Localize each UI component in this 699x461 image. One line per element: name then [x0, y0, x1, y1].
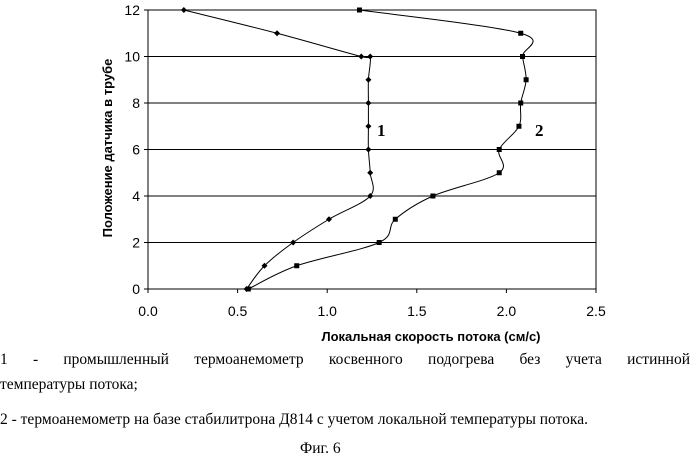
- series-1-point: [367, 169, 374, 176]
- y-tick-label: 2: [132, 235, 140, 251]
- y-tick-label: 10: [124, 49, 140, 65]
- y-axis-title: Положение датчика в трубе: [100, 59, 115, 238]
- series-1-line: [183, 9, 374, 290]
- caption-line-1-cont: температуры потока;: [0, 376, 138, 393]
- series-1-label: 1: [377, 121, 386, 140]
- series-1-point: [367, 53, 374, 60]
- series-1-point: [274, 30, 281, 37]
- series-2-point: [376, 240, 382, 245]
- grid-lines: [148, 9, 596, 290]
- series-2-point: [294, 263, 300, 269]
- series-1-point: [358, 53, 365, 60]
- x-tick-label: 0.5: [228, 303, 248, 319]
- series-1-point: [365, 123, 372, 130]
- series-2-point: [518, 100, 524, 106]
- series-2-point: [518, 30, 524, 36]
- series-2-label: 2: [535, 121, 544, 140]
- series-1-point: [261, 262, 268, 269]
- series-2-point: [245, 286, 251, 292]
- y-tick-label: 6: [132, 142, 140, 158]
- series-2-point: [523, 77, 529, 83]
- series-1-point: [365, 100, 372, 106]
- figure-number: Фиг. 6: [300, 440, 341, 457]
- plot-axes: [144, 9, 597, 293]
- y-tick-label: 0: [132, 281, 140, 297]
- series-2-point: [520, 54, 526, 59]
- plot-frame: [147, 9, 597, 290]
- series-1-point: [367, 193, 374, 199]
- series-1-point: [365, 76, 372, 83]
- series-1-point: [290, 239, 297, 246]
- y-tick-label: 4: [132, 188, 140, 204]
- series-2-point: [392, 216, 398, 222]
- y-tick-labels: 0 2 4 6 8 10 12: [124, 2, 140, 297]
- x-tick-label: 1.0: [317, 303, 337, 319]
- x-axis-title: Локальная скорость потока (см/с): [321, 329, 540, 344]
- series-1-point: [180, 7, 187, 13]
- x-tick-label: 1.5: [407, 303, 427, 319]
- x-tick-labels: 0.0 0.5 1.0 1.5 2.0 2.5: [138, 303, 606, 319]
- caption-line-2: 2 - термоанемометр на базе стабилитрона …: [0, 411, 588, 428]
- y-tick-label: 12: [124, 2, 140, 18]
- series-markers: [180, 7, 529, 292]
- caption-line-1: 1 - промышленный термоанемометр косвенно…: [0, 351, 690, 368]
- x-tick-label: 0.0: [138, 303, 158, 319]
- y-tick-label: 8: [132, 95, 140, 111]
- series-1-point: [365, 146, 372, 153]
- series-2-point: [430, 193, 436, 199]
- series-1-point: [325, 216, 332, 223]
- x-tick-label: 2.0: [497, 303, 517, 319]
- series-2-point: [496, 147, 502, 152]
- x-tick-label: 2.5: [586, 303, 606, 319]
- series-2-point: [516, 123, 522, 129]
- series-2-point: [356, 7, 362, 13]
- series-2-point: [496, 170, 502, 176]
